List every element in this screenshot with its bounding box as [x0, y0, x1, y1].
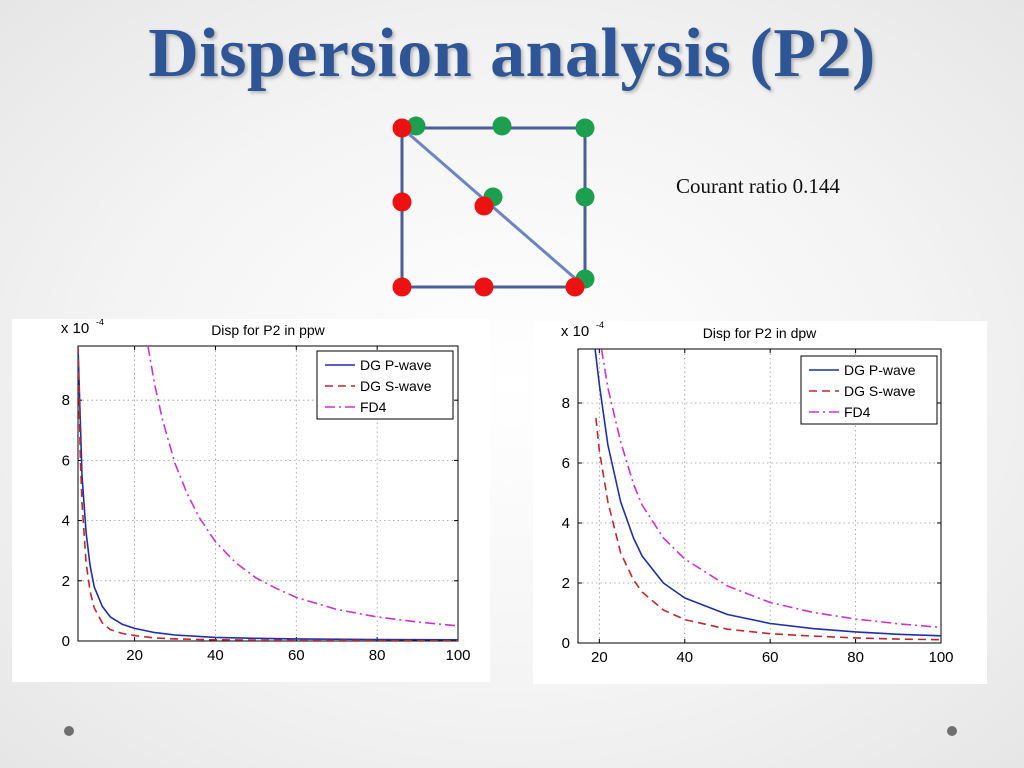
legend-entry-label: FD4 [360, 399, 387, 415]
y-tick-label: 2 [562, 575, 570, 592]
x-tick-label: 60 [762, 649, 779, 666]
series-line-dg-p-wave [594, 349, 941, 637]
tick-labels: 20 40 60 80 100 0 2 4 6 8 [562, 395, 954, 666]
x-tick-label: 80 [369, 647, 386, 664]
legend-entry-label: DG P-wave [844, 362, 916, 378]
series-line-dg-s-wave [595, 417, 941, 641]
y-tick-label: 0 [562, 635, 570, 652]
node-dot-red [392, 277, 412, 297]
chart-title: Disp for P2 in ppw [211, 322, 325, 338]
p2-element-diagram [392, 116, 595, 297]
x-tick-label: 40 [676, 649, 693, 666]
element-diagonal [401, 126, 586, 289]
axes-box [577, 348, 942, 644]
y-tick-label: 0 [62, 633, 70, 650]
series-line-dg-p-wave [78, 346, 458, 641]
y-tick-label: 6 [62, 452, 70, 469]
axis-multiplier-exponent: -4 [96, 319, 104, 327]
y-tick-label: 8 [62, 392, 70, 409]
node-dot-red [392, 192, 412, 212]
legend-entry-label: DG S-wave [360, 378, 432, 394]
courant-ratio-label: Courant ratio 0.144 [676, 174, 840, 198]
node-dot-red [474, 277, 494, 297]
chart-dpw: 20 40 60 80 100 0 2 4 6 8 x 10 -4 Disp for P2 in dpw… [561, 321, 954, 666]
slide-title: Dispersion analysis (P2) [148, 15, 876, 92]
series-line-fd4 [600, 349, 941, 629]
axis-multiplier: x 10 [561, 323, 589, 340]
x-tick-label: 20 [591, 649, 608, 666]
prev-slide-dot[interactable] [64, 726, 74, 736]
legend-entry-label: FD4 [844, 404, 871, 420]
x-tick-label: 40 [207, 647, 224, 664]
y-tick-label: 2 [62, 573, 70, 590]
plot-panel-dpw: 20 40 60 80 100 0 2 4 6 8 x 10 -4 Disp for P2 in dpw… [533, 321, 987, 684]
node-dot-red [565, 277, 585, 297]
x-tick-label: 60 [288, 647, 305, 664]
series-group [594, 349, 941, 641]
node-dot-green [406, 116, 426, 136]
series-line-dg-s-wave [78, 346, 458, 641]
x-tick-label: 100 [445, 647, 470, 664]
next-slide-dot[interactable] [947, 726, 957, 736]
node-dot-red [392, 118, 412, 138]
node-dot-green [575, 187, 595, 207]
y-tick-label: 4 [62, 513, 70, 530]
tick-labels: 20 40 60 80 100 0 2 4 6 8 [62, 392, 471, 664]
series-group [78, 346, 458, 641]
y-tick-label: 8 [562, 395, 570, 412]
axes-box [77, 345, 459, 642]
y-tick-label: 6 [562, 455, 570, 472]
legend: DG P-wave DG S-wave FD4 [800, 355, 938, 425]
node-dot-red [474, 196, 494, 216]
y-tick-label: 4 [562, 515, 570, 532]
plot-panel-ppw: 20 40 60 80 100 0 2 4 6 8 x 10 -4 Disp for P2 in ppw… [12, 319, 490, 682]
chart-ppw: 20 40 60 80 100 0 2 4 6 8 x 10 -4 Disp for P2 in ppw… [61, 319, 471, 664]
legend: DG P-wave DG S-wave FD4 [316, 350, 454, 420]
chart-title: Disp for P2 in dpw [703, 325, 817, 341]
legend-entry-label: DG S-wave [844, 383, 916, 399]
grid-lines [78, 346, 458, 641]
axis-multiplier-exponent: -4 [596, 321, 604, 330]
x-tick-label: 80 [847, 649, 864, 666]
x-tick-label: 100 [928, 649, 953, 666]
node-dot-green [492, 116, 512, 136]
legend-entry-label: DG P-wave [360, 357, 432, 373]
node-dot-green [575, 118, 595, 138]
x-tick-label: 20 [126, 647, 143, 664]
axis-multiplier: x 10 [61, 320, 89, 337]
